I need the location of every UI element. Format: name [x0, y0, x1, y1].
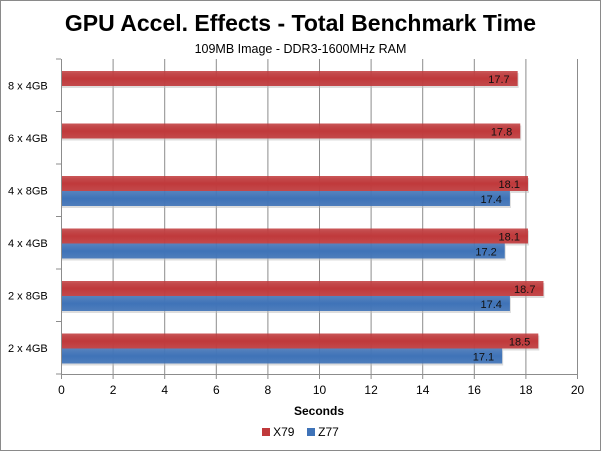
data-label: 18.5	[509, 337, 530, 349]
chart-subtitle: 109MB Image - DDR3-1600MHz RAM	[194, 42, 407, 56]
x-tick-label: 0	[58, 383, 65, 397]
category-label: 2 x 8GB	[8, 290, 48, 302]
data-label: 17.4	[480, 299, 501, 311]
data-label: 17.8	[491, 127, 512, 139]
legend: X79 Z77	[0, 424, 601, 439]
x-tick-label: 14	[416, 383, 430, 397]
bar-x79	[62, 228, 528, 244]
data-label: 17.1	[473, 352, 494, 364]
x-tick-label: 18	[519, 383, 533, 397]
bar-x79	[62, 71, 518, 86]
legend-swatch-z77	[307, 427, 316, 436]
legend-label-z77: Z77	[318, 424, 339, 439]
x-tick-label: 20	[571, 383, 585, 397]
bar-z77	[62, 243, 505, 259]
x-axis-title: Seconds	[294, 404, 344, 418]
x-tick-label: 6	[213, 383, 220, 397]
x-tick-label: 12	[364, 383, 378, 397]
category-label: 2 x 4GB	[8, 343, 48, 355]
x-tick-label: 10	[313, 383, 327, 397]
bar-z77	[62, 191, 510, 206]
data-label: 17.7	[488, 74, 509, 86]
x-tick-label: 2	[110, 383, 117, 397]
data-label: 17.4	[480, 194, 501, 206]
data-label: 18.1	[499, 232, 520, 244]
chart-title: GPU Accel. Effects - Total Benchmark Tim…	[64, 10, 537, 36]
category-label: 8 x 4GB	[8, 80, 48, 92]
legend-swatch-x79	[262, 427, 271, 436]
legend-label-x79: X79	[273, 424, 295, 439]
data-label: 18.1	[499, 179, 520, 191]
bar-z77	[62, 296, 510, 311]
bar-x79	[62, 123, 521, 139]
category-label: 4 x 8GB	[8, 185, 48, 197]
bar-z77	[62, 348, 503, 364]
x-tick-label: 8	[265, 383, 272, 397]
bar-x79	[62, 281, 544, 296]
x-tick-label: 4	[161, 383, 168, 397]
category-label: 4 x 4GB	[8, 238, 48, 250]
data-label: 18.7	[514, 284, 535, 296]
data-label: 17.2	[475, 247, 496, 259]
category-label: 6 x 4GB	[8, 133, 48, 145]
bar-x79	[62, 176, 528, 191]
bar-x79	[62, 333, 539, 349]
x-tick-label: 16	[468, 383, 482, 397]
